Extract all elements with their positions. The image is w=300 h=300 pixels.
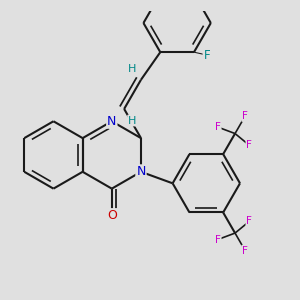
Text: F: F	[246, 140, 252, 150]
Text: F: F	[215, 235, 221, 244]
Text: F: F	[215, 122, 221, 132]
Text: H: H	[128, 116, 136, 125]
Text: N: N	[107, 115, 116, 128]
Text: F: F	[203, 49, 210, 62]
Text: H: H	[128, 64, 136, 74]
Text: F: F	[242, 246, 248, 256]
Text: N: N	[136, 165, 146, 178]
Text: O: O	[107, 209, 117, 222]
Text: F: F	[246, 216, 252, 226]
Text: F: F	[242, 111, 248, 121]
